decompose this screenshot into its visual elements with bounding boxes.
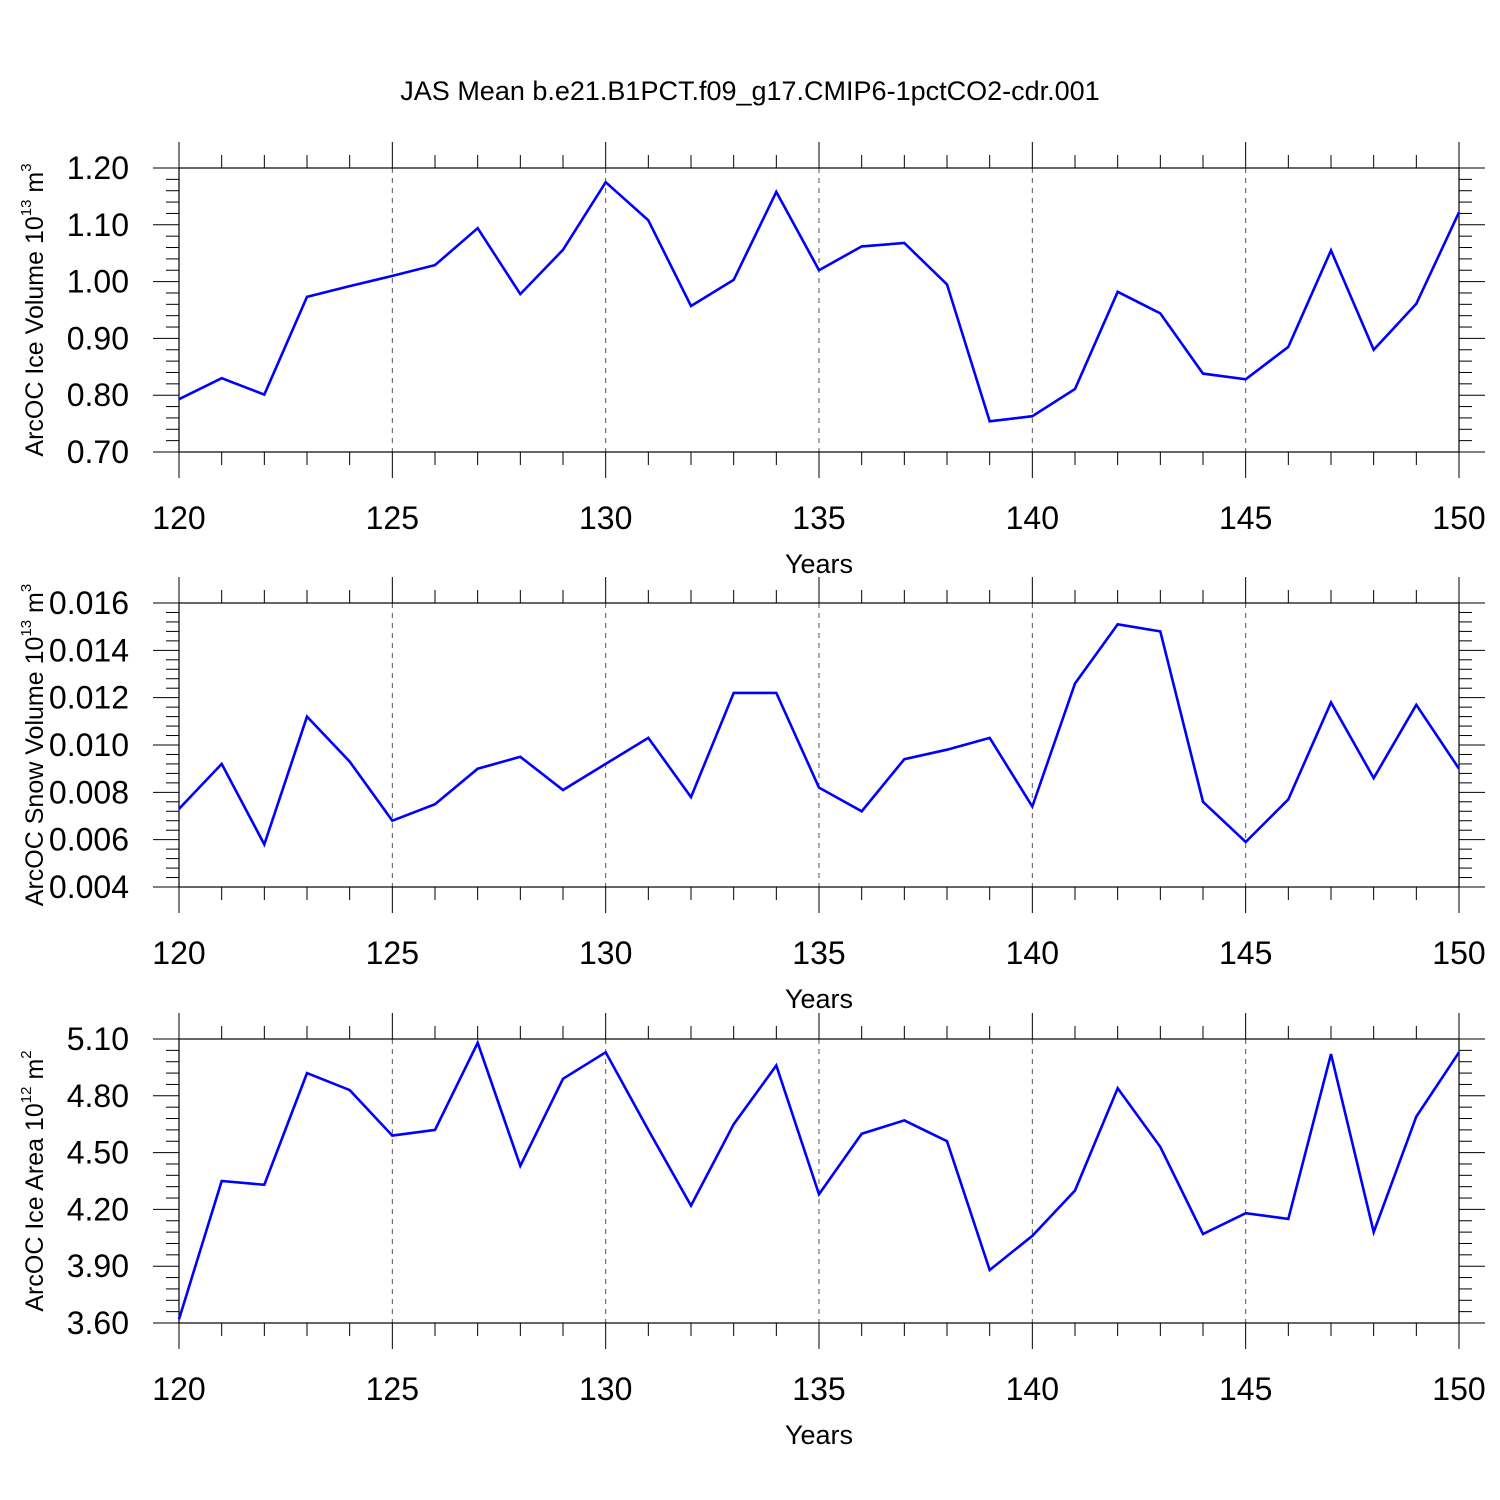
series-line <box>178 180 1461 423</box>
y-tick-label: 5.10 <box>67 1021 129 1057</box>
y-tick-label: 0.008 <box>49 774 129 810</box>
x-tick-label: 125 <box>366 1371 419 1407</box>
x-tick-label: 135 <box>792 935 845 971</box>
x-tick-label: 150 <box>1432 935 1485 971</box>
chart-panel-1: 0.70 0.80 0.90 1.00 1.10 1.20 120 125 130 135 140 1… <box>18 142 1486 579</box>
y-tick-label: 0.006 <box>49 822 129 858</box>
y-tick-label: 4.20 <box>67 1191 129 1227</box>
y-tick-label: 0.70 <box>67 434 129 470</box>
y-axis-label: ArcOC Ice Volume 1013 m3 <box>18 163 49 456</box>
x-tick-label: 140 <box>1006 1371 1059 1407</box>
y-tick-label: 4.80 <box>67 1078 129 1114</box>
x-tick-label: 120 <box>152 935 205 971</box>
y-tick-label: 0.014 <box>49 632 129 668</box>
x-tick-label: 145 <box>1219 1371 1272 1407</box>
y-axis-label: ArcOC Ice Area 1012 m2 <box>18 1050 49 1311</box>
series-line <box>177 1039 1461 1320</box>
y-tick-label: 3.60 <box>67 1305 129 1341</box>
x-axis-label: Years <box>785 984 853 1014</box>
y-tick-label: 0.80 <box>67 377 129 413</box>
x-tick-label: 150 <box>1432 500 1485 536</box>
y-axis-label: ArcOC Snow Volume 1013 m3 <box>18 584 49 906</box>
chart-panel-3: 3.60 3.90 4.20 4.50 4.80 5.10 120 125 130 135 140 1… <box>18 1013 1486 1450</box>
x-tick-label: 120 <box>152 1371 205 1407</box>
x-tick-label: 135 <box>792 1371 845 1407</box>
y-tick-label: 1.00 <box>67 264 129 300</box>
x-tick-label: 145 <box>1219 500 1272 536</box>
x-tick-label: 120 <box>152 500 205 536</box>
x-axis-label: Years <box>785 549 853 579</box>
x-tick-label: 135 <box>792 500 845 536</box>
x-tick-label: 125 <box>366 500 419 536</box>
y-tick-label: 4.50 <box>67 1135 129 1171</box>
x-tick-label: 140 <box>1006 500 1059 536</box>
x-tick-label: 130 <box>579 1371 632 1407</box>
chart-title: JAS Mean b.e21.B1PCT.f09_g17.CMIP6-1pctC… <box>400 76 1099 106</box>
x-tick-label: 150 <box>1432 1371 1485 1407</box>
y-tick-label: 3.90 <box>67 1248 129 1284</box>
x-axis-label: Years <box>785 1420 853 1450</box>
x-tick-label: 145 <box>1219 935 1272 971</box>
chart-panel-2: 0.004 0.006 0.008 0.010 0.012 0.014 0.016 120 12… <box>18 577 1486 1014</box>
x-tick-label: 130 <box>579 935 632 971</box>
y-tick-label: 0.012 <box>49 680 129 716</box>
plot-frame <box>178 1038 1460 1324</box>
x-tick-label: 140 <box>1006 935 1059 971</box>
plot-frame <box>178 167 1460 453</box>
y-tick-label: 0.010 <box>49 727 129 763</box>
y-tick-label: 1.10 <box>67 207 129 243</box>
series-line <box>178 622 1461 848</box>
y-tick-label: 0.90 <box>67 320 129 356</box>
plot-frame <box>178 602 1460 888</box>
y-tick-label: 0.004 <box>49 869 129 905</box>
y-tick-label: 1.20 <box>67 150 129 186</box>
x-tick-label: 130 <box>579 500 632 536</box>
x-tick-label: 125 <box>366 935 419 971</box>
y-tick-label: 0.016 <box>49 585 129 621</box>
